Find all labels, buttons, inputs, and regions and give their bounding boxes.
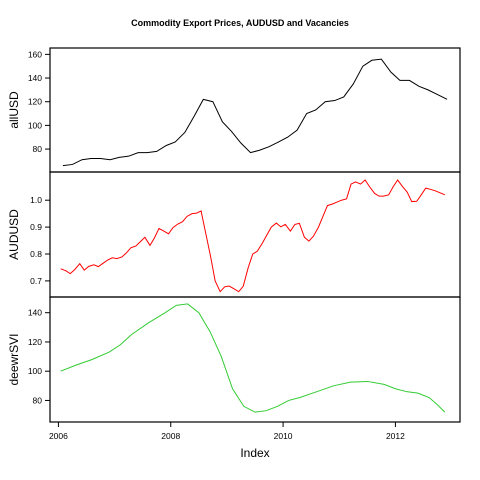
y-tick-label-0-1: 100 (28, 120, 42, 130)
y-tick-label-1-2: 0.9 (30, 222, 42, 232)
x-tick-label-1: 2008 (161, 431, 180, 441)
y-tick-label-1-1: 0.8 (30, 249, 42, 259)
y-tick-label-2-1: 100 (28, 366, 42, 376)
panel-frame-2 (49, 296, 461, 423)
y-tick-label-0-4: 160 (28, 49, 42, 59)
y-tick-label-0-2: 120 (28, 97, 42, 107)
y-axis-label-1: AUDUSD (7, 209, 21, 260)
panel-0: 80 100 120 140 160 allUSD (7, 47, 461, 173)
panel-frame-1 (49, 171, 461, 298)
y-axis-label-0: allUSD (7, 91, 21, 129)
series-line-allUSD (62, 58, 448, 167)
y-tick-label-2-2: 120 (28, 337, 42, 347)
y-tick-label-0-3: 140 (28, 73, 42, 83)
panel-1: 0.7 0.8 0.9 1.0 AUDUSD (7, 171, 461, 298)
chart-title: Commodity Export Prices, AUDUSD and Vaca… (131, 18, 349, 28)
panel-2: 80 100 120 140 deewrSVI (7, 296, 461, 423)
y-tick-label-2-3: 140 (28, 308, 42, 318)
y-tick-label-2-0: 80 (33, 395, 43, 405)
panel-frame-0 (49, 47, 461, 173)
y-axis-label-2: deewrSVI (7, 333, 21, 385)
series-line-AUDUSD (60, 179, 446, 293)
x-tick-label-0: 2006 (49, 431, 68, 441)
x-tick-label-2: 2010 (274, 431, 293, 441)
y-tick-label-1-0: 0.7 (30, 276, 42, 286)
y-tick-label-0-0: 80 (33, 144, 43, 154)
x-axis-label: Index (240, 446, 269, 460)
x-tick-label-3: 2012 (386, 431, 405, 441)
series-line-deewrSVI (60, 303, 446, 413)
panels-layer: 80 100 120 140 160 allUSD 0.7 0.8 0.9 1.0 AUDUSD 80… (7, 47, 461, 441)
y-tick-label-1-3: 1.0 (30, 195, 42, 205)
